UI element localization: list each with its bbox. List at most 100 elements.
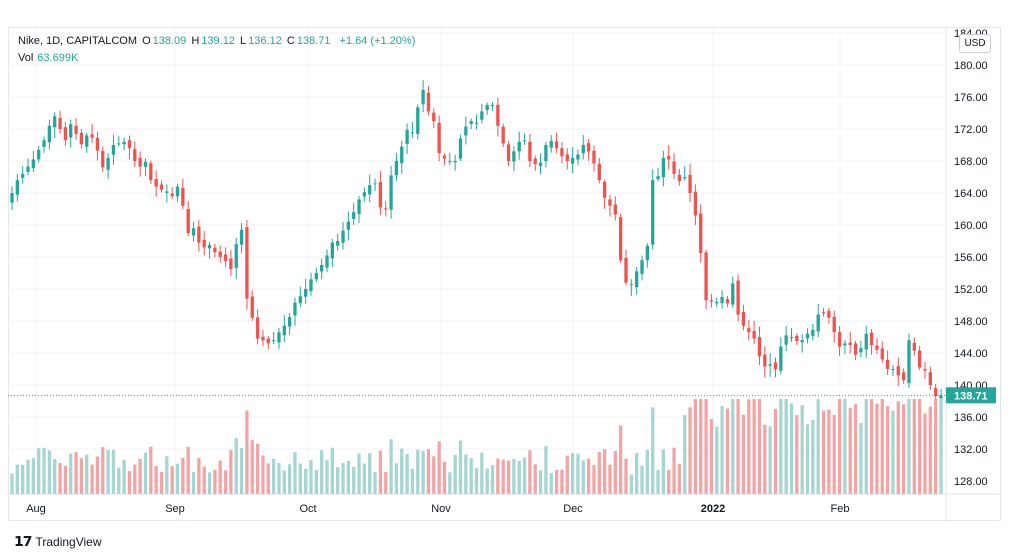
- candle-body[interactable]: [10, 193, 14, 203]
- candle-body[interactable]: [565, 154, 569, 161]
- candle-body[interactable]: [432, 112, 436, 121]
- candle-body[interactable]: [795, 335, 799, 341]
- candle-body[interactable]: [106, 157, 110, 170]
- candle-body[interactable]: [437, 122, 441, 153]
- candle-body[interactable]: [309, 279, 313, 292]
- candle-body[interactable]: [405, 129, 409, 144]
- candle-body[interactable]: [928, 372, 932, 385]
- candle-body[interactable]: [667, 156, 671, 160]
- candle-body[interactable]: [266, 338, 270, 344]
- candle-body[interactable]: [661, 157, 666, 178]
- candle-body[interactable]: [74, 125, 78, 134]
- candle-body[interactable]: [544, 145, 548, 162]
- candle-body[interactable]: [287, 317, 292, 327]
- candle-body[interactable]: [303, 289, 308, 297]
- candle-body[interactable]: [384, 208, 388, 210]
- candle-body[interactable]: [752, 330, 756, 339]
- candle-body[interactable]: [474, 122, 479, 124]
- candle-body[interactable]: [773, 362, 778, 369]
- candle-body[interactable]: [271, 340, 276, 342]
- candle-body[interactable]: [223, 254, 228, 261]
- candle-body[interactable]: [613, 204, 617, 215]
- candle-body[interactable]: [869, 332, 874, 345]
- candle-body[interactable]: [480, 111, 484, 120]
- candle-body[interactable]: [469, 121, 473, 124]
- tradingview-brand[interactable]: 𝟭𝟳 TradingView: [14, 533, 102, 550]
- candle-body[interactable]: [677, 174, 682, 181]
- candle-body[interactable]: [122, 141, 126, 145]
- candle-body[interactable]: [763, 354, 767, 367]
- candle-body[interactable]: [37, 149, 41, 160]
- candle-body[interactable]: [325, 255, 329, 268]
- candle-body[interactable]: [202, 239, 206, 248]
- candle-body[interactable]: [282, 325, 286, 336]
- candle-body[interactable]: [821, 312, 826, 314]
- candle-body[interactable]: [90, 134, 94, 138]
- candle-body[interactable]: [581, 145, 585, 154]
- candle-body[interactable]: [586, 143, 591, 152]
- candle-body[interactable]: [426, 92, 431, 112]
- candle-body[interactable]: [357, 199, 361, 215]
- candle-body[interactable]: [784, 335, 788, 345]
- candle-body[interactable]: [346, 221, 351, 230]
- candle-body[interactable]: [512, 151, 516, 162]
- candle-body[interactable]: [811, 329, 815, 336]
- candle-body[interactable]: [517, 141, 521, 152]
- symbol-label[interactable]: Nike, 1D, CAPITALCOM: [18, 35, 137, 47]
- candle-body[interactable]: [859, 348, 863, 353]
- candle-body[interactable]: [704, 252, 708, 301]
- candle-body[interactable]: [368, 185, 372, 195]
- candle-body[interactable]: [747, 328, 751, 333]
- candle-body[interactable]: [453, 161, 457, 163]
- candle-body[interactable]: [95, 137, 100, 151]
- candle-body[interactable]: [58, 117, 62, 129]
- candle-body[interactable]: [197, 226, 201, 243]
- candle-body[interactable]: [138, 157, 142, 167]
- candle-body[interactable]: [805, 333, 810, 339]
- candle-body[interactable]: [768, 364, 772, 366]
- candle-body[interactable]: [421, 89, 425, 105]
- candle-body[interactable]: [378, 182, 383, 208]
- candle-body[interactable]: [234, 244, 238, 268]
- candle-body[interactable]: [79, 132, 84, 145]
- candle-body[interactable]: [207, 245, 212, 249]
- candle-body[interactable]: [154, 178, 158, 187]
- candle-body[interactable]: [442, 155, 447, 159]
- candle-body[interactable]: [549, 141, 553, 148]
- candle-body[interactable]: [394, 161, 399, 176]
- candle-body[interactable]: [629, 284, 633, 286]
- candle-body[interactable]: [149, 163, 153, 181]
- candle-body[interactable]: [389, 175, 393, 210]
- candle-body[interactable]: [528, 141, 532, 161]
- candle-body[interactable]: [693, 191, 698, 216]
- candle-body[interactable]: [298, 296, 302, 304]
- candle-body[interactable]: [885, 360, 890, 369]
- candle-body[interactable]: [21, 173, 25, 178]
- candle-body[interactable]: [608, 199, 612, 206]
- candle-body[interactable]: [293, 302, 297, 316]
- candle-body[interactable]: [789, 337, 794, 338]
- candle-body[interactable]: [533, 158, 537, 165]
- candle-body[interactable]: [400, 146, 404, 164]
- candle-body[interactable]: [239, 229, 244, 245]
- candle-body[interactable]: [31, 159, 36, 169]
- candle-body[interactable]: [63, 127, 68, 141]
- candle-body[interactable]: [624, 257, 628, 283]
- candle-body[interactable]: [853, 343, 858, 355]
- candle-body[interactable]: [255, 317, 260, 339]
- candle-body[interactable]: [602, 181, 607, 198]
- candle-body[interactable]: [683, 177, 687, 179]
- candle-body[interactable]: [501, 126, 505, 144]
- candle-body[interactable]: [720, 297, 724, 304]
- candle-body[interactable]: [53, 116, 57, 128]
- candle-body[interactable]: [191, 228, 196, 236]
- candle-body[interactable]: [320, 265, 324, 272]
- candle-body[interactable]: [848, 342, 852, 345]
- candle-body[interactable]: [458, 138, 463, 159]
- candle-body[interactable]: [757, 336, 762, 357]
- candle-body[interactable]: [554, 141, 559, 149]
- candle-body[interactable]: [314, 273, 318, 280]
- candle-body[interactable]: [416, 107, 420, 134]
- candle-body[interactable]: [816, 314, 820, 332]
